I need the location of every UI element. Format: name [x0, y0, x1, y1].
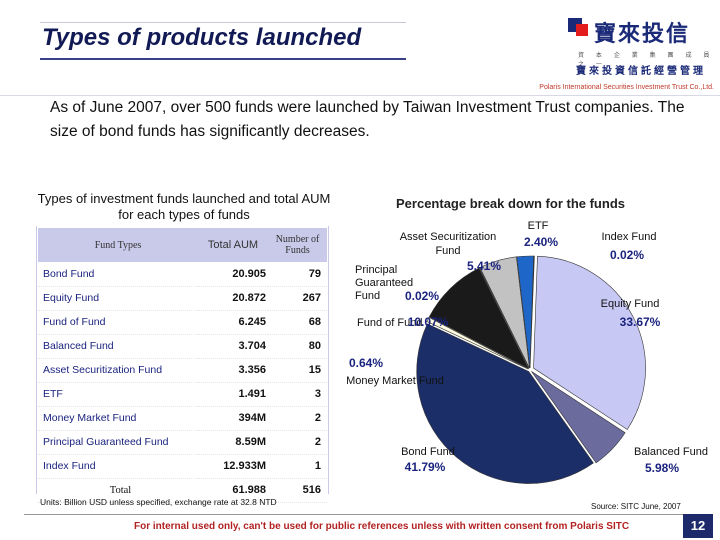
pie-pct-asset-securitization-fund: 5.41% — [467, 259, 501, 273]
source-note: Source: SITC June, 2007 — [591, 502, 681, 511]
table-row: Index Fund 12.933M 1 — [38, 454, 327, 478]
pie-pct-bond-fund: 41.79% — [405, 460, 446, 474]
pie-pct-equity-fund: 33.67% — [620, 315, 661, 329]
row-aum: 1.491 — [238, 388, 266, 400]
row-type: Equity Fund — [43, 292, 100, 304]
row-type: Principal Guaranteed Fund — [43, 436, 169, 448]
pie-label-index-fund: Index Fund — [601, 231, 656, 243]
logo-subtitle: 寶來投資信託經營管理 — [576, 66, 706, 77]
row-type: Index Fund — [43, 460, 96, 472]
table-caption: Types of investment funds launched and t… — [37, 191, 331, 222]
pie-pct-etf: 2.40% — [524, 235, 558, 249]
pie-slice-equity-fund — [533, 255, 646, 430]
row-num: 79 — [308, 267, 321, 280]
row-type: Money Market Fund — [43, 412, 137, 424]
row-aum: 8.59M — [235, 436, 266, 448]
row-type: Bond Fund — [43, 267, 95, 280]
pie-pct-index-fund: 0.02% — [610, 248, 644, 262]
row-num: 2 — [314, 436, 321, 448]
table-row: Fund of Fund 6.245 68 — [38, 310, 327, 334]
pie-slice-balanced-fund — [531, 371, 626, 464]
row-aum: 3.704 — [238, 340, 266, 352]
pie-label-fund-of-fund: Fund of Fund — [357, 317, 422, 329]
row-num: 80 — [308, 340, 321, 352]
logo-tagline: 資 本 企 業 集 團 成 員 之 一 — [578, 52, 715, 68]
pie-pct-principal-guaranteed-fund: 0.02% — [405, 289, 439, 303]
table-row: Asset Securitization Fund 3.356 15 — [38, 358, 327, 382]
header-divider — [0, 95, 720, 96]
row-num: 267 — [302, 292, 321, 304]
logo-mark-icon — [568, 16, 590, 38]
table-row: Balanced Fund 3.704 80 — [38, 334, 327, 358]
footer-divider — [24, 514, 696, 515]
fund-aum-table: Fund Types Total AUM Number of Funds Bon… — [38, 228, 327, 503]
units-note: Units: Billion USD unless specified, exc… — [40, 497, 277, 507]
pie-label-etf: ETF — [528, 220, 549, 232]
table-row: Equity Fund 20.872 267 — [38, 286, 327, 310]
footer-disclaimer: For internal used only, can't be used fo… — [134, 521, 630, 532]
pie-slice-etf — [516, 255, 534, 369]
table-total-row: Total 61.988 516 — [38, 478, 327, 502]
title-underline — [40, 58, 406, 60]
row-num: 68 — [308, 316, 321, 328]
pie-pct-balanced-fund: 5.98% — [645, 461, 679, 475]
slide-title: Types of products launched — [42, 24, 362, 51]
row-aum: 20.872 — [232, 292, 266, 304]
intro-text: As of June 2007, over 500 funds were lau… — [50, 99, 685, 140]
pie-label-balanced-fund: Balanced Fund — [634, 446, 708, 458]
table-header-row: Fund Types Total AUM Number of Funds — [38, 228, 327, 262]
row-type: ETF — [43, 388, 63, 400]
pie-label-asset-securitization-fund: Asset Securitization Fund — [400, 231, 497, 257]
logo-name: 寶來投信 — [594, 22, 691, 47]
company-logo: 寶來投信 資 本 企 業 集 團 成 員 之 一 寶來投資信託經營管理 — [568, 16, 716, 98]
table-row: Money Market Fund 394M 2 — [38, 406, 327, 430]
row-num: 15 — [308, 364, 321, 376]
page-number: 12 — [683, 514, 713, 538]
header-total-aum: Total AUM — [198, 228, 268, 262]
pie-slice-asset-securitization-fund — [479, 256, 530, 369]
table-row: Principal Guaranteed Fund 8.59M 2 — [38, 430, 327, 454]
pie-slice-money-market-fund — [426, 317, 529, 370]
company-english-name: Polaris International Securities Investm… — [539, 84, 714, 91]
row-aum: 20.905 — [232, 267, 266, 280]
pie-slice-bond-fund — [416, 323, 594, 484]
total-num: 516 — [302, 484, 321, 496]
chart-title: Percentage break down for the funds — [396, 196, 625, 211]
row-aum: 6.245 — [238, 316, 266, 328]
title-rule-top — [40, 22, 406, 23]
pie-pct-fund-of-fund: 10.07% — [408, 315, 449, 329]
table-row: ETF 1.491 3 — [38, 382, 327, 406]
row-aum: 3.356 — [238, 364, 266, 376]
pie-label-equity-fund: Equity Fund — [601, 298, 660, 310]
pie-pct-money-market-fund: 0.64% — [349, 356, 383, 370]
pie-label-bond-fund: Bond Fund — [401, 446, 455, 458]
pie-slice-index-fund — [529, 255, 535, 369]
row-num: 1 — [314, 460, 321, 472]
header-fund-types: Fund Types — [38, 228, 198, 262]
header-number-of-funds: Number of Funds — [268, 228, 327, 262]
pie-slice-principal-guaranteed-fund — [479, 267, 530, 369]
row-aum: 12.933M — [223, 460, 266, 472]
row-type: Asset Securitization Fund — [43, 364, 163, 376]
total-aum: 61.988 — [232, 484, 266, 496]
table-frame — [36, 226, 329, 494]
row-aum: 394M — [238, 412, 266, 424]
pie-slice-fund-of-fund — [428, 267, 530, 370]
table-row: Bond Fund 20.905 79 — [38, 262, 327, 286]
pie-label-principal-guaranteed-fund: Principal Guaranteed Fund — [355, 264, 413, 302]
row-num: 3 — [314, 388, 321, 400]
row-num: 2 — [314, 412, 321, 424]
row-type: Balanced Fund — [43, 340, 114, 352]
total-type: Total — [109, 484, 132, 496]
pie-label-money-market-fund: Money Market Fund — [346, 375, 444, 387]
row-type: Fund of Fund — [43, 316, 106, 328]
